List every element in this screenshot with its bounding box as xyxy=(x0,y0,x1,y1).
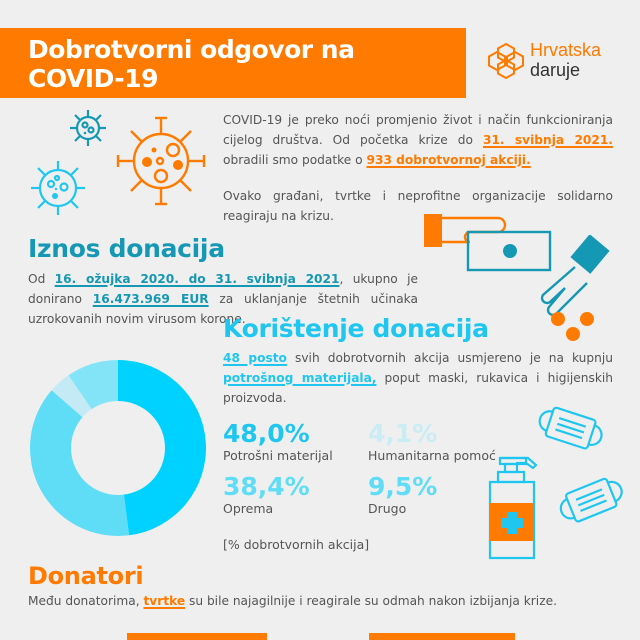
logo-text-hrvatska: Hrvatska xyxy=(530,40,602,60)
actions-count-highlight: 933 dobrotvornoj akciji. xyxy=(366,153,531,167)
koristenje-heading: Korištenje donacija xyxy=(223,314,489,343)
title-line-1: Dobrotvorni odgovor na xyxy=(28,35,355,64)
material-highlight: potrošnog materijala, xyxy=(223,371,377,385)
hand-money-icon xyxy=(424,214,552,272)
period-highlight: 16. ožujka 2020. do 31. svibnja 2021 xyxy=(54,272,340,286)
virus-cyan-icon xyxy=(31,161,85,215)
donatori-heading: Donatori xyxy=(28,562,144,590)
hexagon-logo-icon xyxy=(488,42,524,80)
face-mask-icon-2 xyxy=(559,477,623,523)
iznos-paragraph: Od 16. ožujka 2020. do 31. svibnja 2021,… xyxy=(28,272,418,326)
donatori-paragraph: Među donatorima, tvrtke su bile najagiln… xyxy=(28,594,557,608)
stat-drugo: 9,5% Drugo xyxy=(368,472,438,517)
stat-humanitarna: 4,1% Humanitarna pomoć xyxy=(368,419,496,464)
face-mask-icon xyxy=(538,406,603,450)
page-title: Dobrotvorni odgovor na COVID-19 xyxy=(28,35,458,93)
intro-paragraph-2: Ovako građani, tvrtke i neprofitne organ… xyxy=(223,189,613,223)
amount-highlight: 16.473.969 EUR xyxy=(92,292,209,306)
koristenje-paragraph: 48 posto svih dobrotvornih akcija usmjer… xyxy=(223,351,613,405)
intro-paragraph: COVID-19 je preko noći promjenio život i… xyxy=(223,113,613,167)
iznos-heading: Iznos donacija xyxy=(28,234,225,263)
donut-chart xyxy=(30,360,207,536)
chart-unit-note: [% dobrotvornih akcija] xyxy=(223,537,370,552)
logo-text-daruje: daruje xyxy=(530,60,581,80)
companies-highlight: tvrtke xyxy=(143,594,186,608)
bottom-bar-left xyxy=(127,633,267,640)
date-highlight: 31. svibnja 2021. xyxy=(482,133,613,147)
hand-coins-icon xyxy=(540,235,610,341)
title-banner xyxy=(0,28,466,98)
title-line-2: COVID-19 xyxy=(28,64,158,93)
stat-oprema: 38,4% Oprema xyxy=(223,472,310,517)
virus-small-teal-icon xyxy=(70,110,106,146)
virus-large-orange-icon xyxy=(116,116,206,206)
bottom-bar-right xyxy=(369,633,515,640)
sanitizer-bottle-icon xyxy=(488,456,538,560)
stat-potrosni: 48,0% Potrošni materijal xyxy=(223,419,333,464)
percent-highlight: 48 posto xyxy=(223,351,287,365)
